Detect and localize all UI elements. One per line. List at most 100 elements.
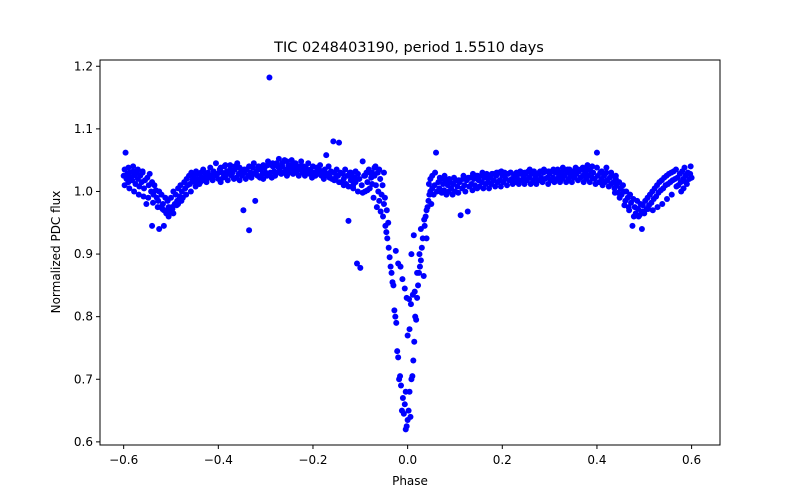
data-point bbox=[407, 413, 414, 420]
x-tick-label: −0.6 bbox=[109, 453, 138, 467]
data-point bbox=[446, 175, 453, 182]
data-point bbox=[540, 166, 547, 173]
data-point bbox=[619, 182, 626, 189]
data-point bbox=[410, 232, 417, 239]
data-point bbox=[372, 182, 379, 189]
data-point bbox=[405, 407, 412, 414]
y-tick-label: 1.2 bbox=[74, 59, 93, 73]
data-point bbox=[550, 166, 557, 173]
data-point bbox=[330, 138, 337, 145]
data-point bbox=[240, 207, 247, 214]
data-point bbox=[612, 172, 619, 179]
data-point bbox=[555, 169, 562, 176]
data-point bbox=[586, 179, 593, 186]
data-point bbox=[410, 357, 417, 364]
data-point bbox=[380, 213, 387, 220]
data-point bbox=[211, 170, 218, 177]
data-point bbox=[531, 170, 538, 177]
data-point bbox=[283, 158, 290, 165]
data-point bbox=[352, 168, 359, 175]
data-point bbox=[659, 200, 666, 207]
data-point bbox=[421, 216, 428, 223]
data-point bbox=[451, 174, 458, 181]
data-point bbox=[559, 164, 566, 171]
data-point bbox=[611, 189, 618, 196]
data-point bbox=[165, 213, 172, 220]
data-point bbox=[413, 316, 420, 323]
data-point bbox=[409, 373, 416, 380]
data-point bbox=[167, 194, 174, 201]
data-point bbox=[640, 208, 647, 215]
data-point bbox=[414, 294, 421, 301]
data-point bbox=[416, 263, 423, 270]
data-point bbox=[584, 162, 591, 169]
data-point bbox=[379, 182, 386, 189]
data-point bbox=[645, 205, 652, 212]
data-point bbox=[486, 185, 493, 192]
data-point bbox=[340, 182, 347, 189]
data-point bbox=[209, 177, 216, 184]
data-point bbox=[202, 175, 209, 182]
data-point bbox=[381, 194, 388, 201]
data-point bbox=[356, 175, 363, 182]
data-point bbox=[370, 194, 377, 201]
data-point bbox=[159, 200, 166, 207]
data-point bbox=[336, 139, 343, 146]
data-point bbox=[484, 174, 491, 181]
data-point bbox=[143, 200, 150, 207]
data-point bbox=[639, 202, 646, 209]
data-point bbox=[298, 163, 305, 170]
data-point bbox=[298, 158, 305, 165]
data-point bbox=[131, 188, 138, 195]
data-point bbox=[635, 213, 642, 220]
data-point bbox=[384, 235, 391, 242]
data-point bbox=[395, 260, 402, 267]
data-point bbox=[399, 276, 406, 283]
data-point bbox=[420, 272, 427, 279]
data-point bbox=[155, 197, 162, 204]
plot-frame bbox=[99, 59, 721, 446]
y-axis-label: Normalized PDC flux bbox=[49, 191, 63, 314]
data-point bbox=[145, 194, 152, 201]
data-point bbox=[246, 227, 253, 234]
data-point bbox=[480, 185, 487, 192]
data-point bbox=[140, 193, 147, 200]
data-point bbox=[681, 164, 688, 171]
data-point bbox=[265, 158, 272, 165]
data-point bbox=[269, 160, 276, 167]
data-point bbox=[682, 179, 689, 186]
data-point bbox=[392, 313, 399, 320]
data-point bbox=[241, 166, 248, 173]
data-point bbox=[222, 162, 229, 169]
data-point bbox=[200, 166, 207, 173]
data-point bbox=[654, 204, 661, 211]
data-point bbox=[377, 208, 384, 215]
data-point bbox=[417, 257, 424, 264]
data-point bbox=[507, 169, 514, 176]
data-point bbox=[130, 163, 137, 170]
data-point bbox=[156, 226, 163, 233]
data-point bbox=[418, 244, 425, 251]
data-point bbox=[255, 164, 262, 171]
data-point bbox=[288, 162, 295, 169]
data-point bbox=[183, 191, 190, 198]
data-point bbox=[403, 423, 410, 430]
data-point bbox=[302, 166, 309, 173]
data-point bbox=[206, 172, 213, 179]
data-point bbox=[526, 166, 533, 173]
data-point bbox=[598, 168, 605, 175]
data-point bbox=[359, 158, 366, 165]
data-point bbox=[672, 166, 679, 173]
data-point bbox=[192, 183, 199, 190]
data-point bbox=[383, 207, 390, 214]
x-tick-label: −0.2 bbox=[298, 453, 327, 467]
data-point bbox=[402, 388, 409, 395]
data-point bbox=[307, 168, 314, 175]
data-point bbox=[474, 172, 481, 179]
data-point bbox=[134, 166, 141, 173]
data-point bbox=[366, 169, 373, 176]
data-point bbox=[392, 247, 399, 254]
data-point bbox=[141, 185, 148, 192]
data-point bbox=[593, 149, 600, 156]
